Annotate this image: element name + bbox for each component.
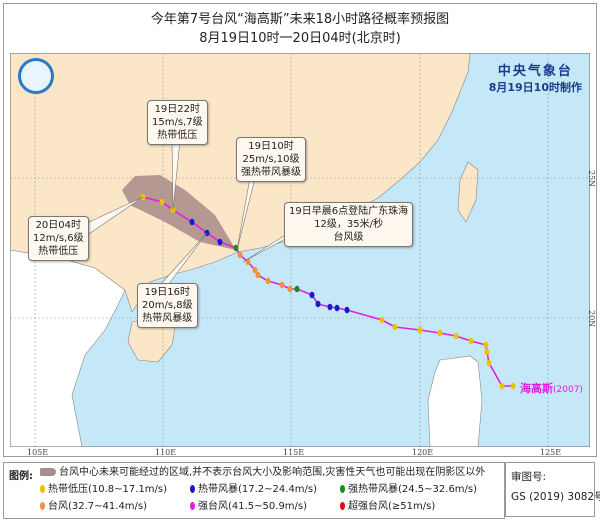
lon-tick: 120E [412, 448, 434, 457]
legend-cone: 台风中心未来可能经过的区域,并不表示台风大小及影响范围,灾害性天气也可能出现在阴… [40, 466, 485, 480]
callout-landfall: 19日早晨6点登陆广东珠海 12级，35米/秒 台风级 [284, 202, 414, 247]
track-point [252, 266, 258, 274]
track-point [189, 218, 195, 226]
typhoon-name-label: 海高斯(2007) [520, 382, 583, 395]
legend-item: 强热带风暴(24.5~32.6m/s) [340, 483, 477, 497]
lon-tick: 115E [283, 448, 305, 457]
track-point [483, 341, 489, 349]
callout-19d22h: 19日22时 15m/s,7级 热带低压 [147, 100, 208, 145]
track-point [237, 251, 243, 259]
legend-item: 台风(32.7~41.4m/s) [40, 500, 147, 514]
legend-item: 热带风暴(17.2~24.4m/s) [190, 483, 317, 497]
track-point [379, 316, 385, 324]
lon-tick: 105E [27, 448, 49, 457]
dot-icon [340, 502, 345, 510]
track-point [265, 277, 271, 285]
track-point [245, 258, 251, 266]
track-point [468, 337, 474, 345]
review-number: GS (2019) 3082号 [511, 491, 600, 503]
track-point [486, 359, 492, 367]
dot-icon [340, 485, 345, 493]
legend-item: 强台风(41.5~50.9m/s) [190, 500, 307, 514]
lon-tick: 125E [540, 448, 562, 457]
dot-icon [190, 485, 195, 493]
legend-title: 图例: [9, 471, 33, 482]
issue-time: 8月19日10时制作 [488, 81, 582, 94]
luzon-island [427, 355, 483, 447]
track-point [453, 332, 459, 340]
callout-pointers [71, 139, 299, 286]
track-point [294, 285, 300, 293]
review-number-box: 审图号: GS (2019) 3082号 [505, 462, 600, 517]
track-point [417, 326, 423, 334]
legend-item: 超强台风(≥51m/s) [340, 500, 435, 514]
track-point [392, 323, 398, 331]
lon-tick: 110E [155, 448, 177, 457]
typhoon-track [140, 193, 516, 390]
callout-19d16h: 19日16时 20m/s,8级 热带风暴级 [137, 283, 198, 328]
cone-swatch-icon [40, 468, 56, 476]
china-land [10, 53, 471, 313]
map-title: 今年第7号台风“海高斯”未来18小时路径概率预报图 [150, 12, 450, 27]
map-canvas [10, 53, 590, 447]
dot-icon [40, 485, 45, 493]
track-point [344, 306, 350, 314]
legend: 图例: 台风中心未来可能经过的区域,并不表示台风大小及影响范围,灾害性天气也可能… [3, 462, 505, 519]
lat-tick: 25N [587, 170, 596, 188]
legend-item: 热带低压(10.8~17.1m/s) [40, 483, 167, 497]
track-point [279, 281, 285, 289]
callout-20d04h: 20日04时 12m/s,6级 热带低压 [28, 216, 89, 261]
taiwan-island [457, 161, 479, 223]
track-point [217, 238, 223, 246]
track-point [437, 329, 443, 337]
dot-icon [40, 502, 45, 510]
track-point [309, 291, 315, 299]
track-point [484, 348, 490, 356]
agency-name: 中央气象台 [497, 64, 573, 79]
track-point [499, 382, 505, 390]
track-point [255, 271, 261, 279]
frame [3, 3, 597, 457]
track-point [334, 304, 340, 312]
track-point [287, 285, 293, 293]
track-point [159, 198, 165, 206]
map-subtitle: 8月19日10时一20日04时(北京时) [199, 31, 401, 46]
cma-logo [18, 58, 54, 94]
track-point [327, 303, 333, 311]
dot-icon [190, 502, 195, 510]
lat-tick: 20N [587, 310, 596, 328]
track-point [510, 382, 516, 390]
track-point [315, 300, 321, 308]
review-label: 审图号: [511, 471, 547, 483]
callout-19d10h: 19日10时 25m/s,10级 强热带风暴级 [236, 137, 306, 182]
agency-block: 中央气象台 8月19日10时制作 [489, 60, 582, 95]
